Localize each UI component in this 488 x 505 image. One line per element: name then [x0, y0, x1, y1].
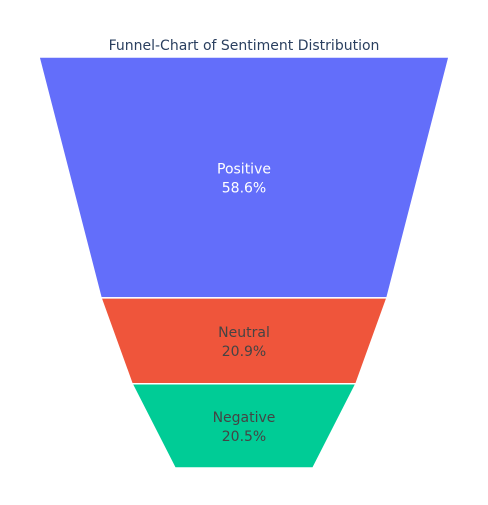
stage-value-label: 20.9% [222, 344, 266, 360]
stage-category-label: Positive [217, 161, 271, 177]
stage-value-label: 58.6% [222, 180, 266, 196]
funnel-stage-negative [130, 382, 358, 469]
chart-title: Funnel-Chart of Sentiment Distribution [108, 38, 380, 54]
stage-category-label: Negative [213, 410, 276, 426]
stage-value-label: 20.5% [222, 429, 266, 445]
stage-category-label: Neutral [218, 325, 270, 341]
